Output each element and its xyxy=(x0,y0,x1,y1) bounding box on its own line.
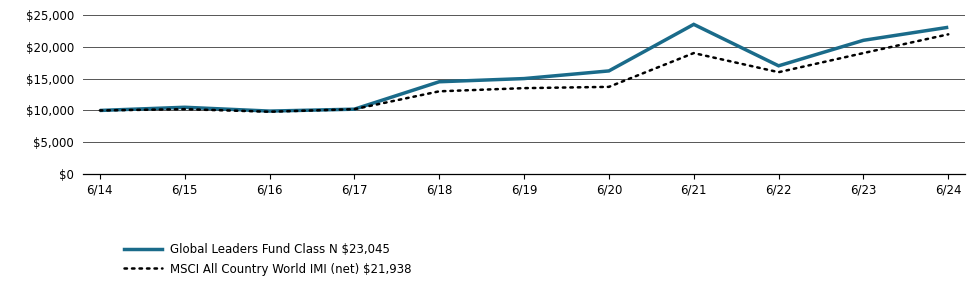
Legend: Global Leaders Fund Class N $23,045, MSCI All Country World IMI (net) $21,938: Global Leaders Fund Class N $23,045, MSC… xyxy=(124,243,411,276)
